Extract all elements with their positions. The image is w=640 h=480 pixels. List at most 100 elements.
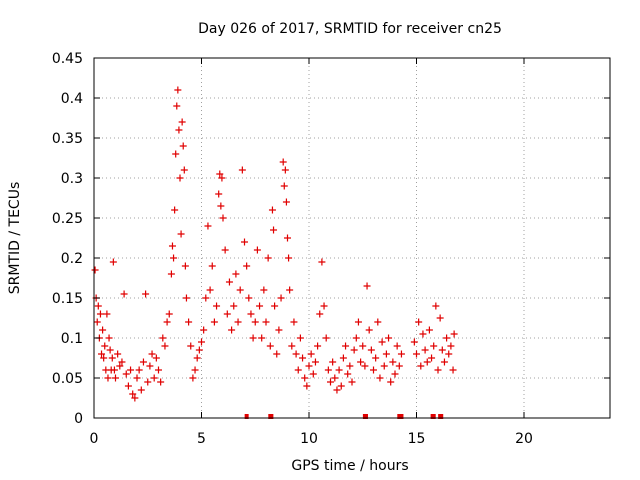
y-tick-label: 0	[74, 411, 83, 427]
data-point	[311, 358, 319, 366]
data-point	[365, 326, 373, 334]
data-point	[288, 342, 296, 350]
data-point	[271, 302, 279, 310]
data-point	[352, 334, 360, 342]
data-point	[253, 246, 261, 254]
data-point	[228, 326, 236, 334]
x-tick-labels: 0 5 10 15 20	[90, 431, 533, 447]
data-point	[179, 142, 187, 150]
data-point	[146, 362, 154, 370]
data-point	[142, 290, 150, 298]
data-point	[428, 354, 436, 362]
data-point	[445, 350, 453, 358]
data-point	[303, 382, 311, 390]
data-point	[217, 202, 225, 210]
data-point	[440, 358, 448, 366]
data-point	[236, 286, 244, 294]
data-point	[202, 294, 210, 302]
data-point	[104, 374, 112, 382]
data-point	[443, 334, 451, 342]
data-point	[266, 342, 274, 350]
data-point	[218, 174, 226, 182]
scatter-series	[91, 86, 458, 402]
data-point	[118, 358, 126, 366]
data-point	[171, 206, 179, 214]
data-point	[101, 342, 109, 350]
data-point	[243, 262, 251, 270]
data-point	[318, 258, 326, 266]
data-point	[335, 366, 343, 374]
data-point	[410, 338, 418, 346]
data-point	[329, 358, 337, 366]
baseline-marker	[363, 414, 368, 419]
data-point	[124, 382, 132, 390]
data-point	[277, 294, 285, 302]
data-point	[374, 318, 382, 326]
data-point	[247, 310, 255, 318]
data-point	[221, 246, 229, 254]
data-point	[148, 350, 156, 358]
data-point	[210, 318, 218, 326]
data-point	[344, 370, 352, 378]
data-point	[234, 318, 242, 326]
data-point	[284, 234, 291, 242]
data-point	[413, 350, 420, 358]
data-point	[447, 342, 455, 350]
data-point	[167, 270, 175, 278]
data-point	[219, 214, 227, 222]
data-point	[204, 222, 212, 230]
data-point	[372, 354, 380, 362]
data-point	[157, 378, 165, 386]
data-point	[94, 302, 102, 310]
data-point	[99, 326, 107, 334]
data-point	[281, 166, 289, 174]
data-point	[180, 166, 188, 174]
data-point	[450, 330, 458, 338]
data-point	[245, 294, 253, 302]
data-point	[172, 150, 180, 158]
data-point	[258, 334, 266, 342]
data-point	[363, 282, 371, 290]
data-point	[279, 158, 287, 166]
plot-frame	[93, 57, 611, 419]
data-point	[316, 310, 324, 318]
data-point	[430, 342, 438, 350]
data-point	[370, 366, 377, 374]
data-point	[282, 198, 290, 206]
data-point	[268, 206, 276, 214]
data-point	[280, 182, 288, 190]
data-point	[296, 334, 304, 342]
data-point	[155, 366, 162, 374]
data-point	[177, 230, 185, 238]
data-point	[189, 374, 197, 382]
data-point	[249, 334, 257, 342]
data-point	[133, 374, 141, 382]
data-point	[182, 294, 190, 302]
data-point	[165, 310, 173, 318]
data-point	[185, 318, 193, 326]
data-point	[161, 342, 169, 350]
data-point	[260, 286, 268, 294]
data-point	[135, 366, 143, 374]
data-point	[346, 362, 354, 370]
data-point	[342, 342, 350, 350]
data-point	[223, 310, 231, 318]
data-point	[91, 266, 99, 274]
data-point	[290, 318, 298, 326]
data-point	[200, 326, 208, 334]
y-axis-label: SRMTID / TECUs	[7, 182, 23, 295]
x-tick-label: 0	[90, 431, 99, 447]
data-point	[357, 358, 365, 366]
data-point	[421, 346, 429, 354]
data-point	[110, 366, 118, 374]
baseline-marker	[269, 414, 274, 419]
data-point	[275, 326, 283, 334]
data-point	[359, 342, 367, 350]
data-point	[208, 262, 216, 270]
data-point	[262, 318, 270, 326]
data-point	[137, 386, 145, 394]
x-tick-label: 20	[515, 431, 533, 447]
data-point	[241, 238, 248, 246]
data-point	[391, 370, 399, 378]
data-point	[292, 350, 300, 358]
